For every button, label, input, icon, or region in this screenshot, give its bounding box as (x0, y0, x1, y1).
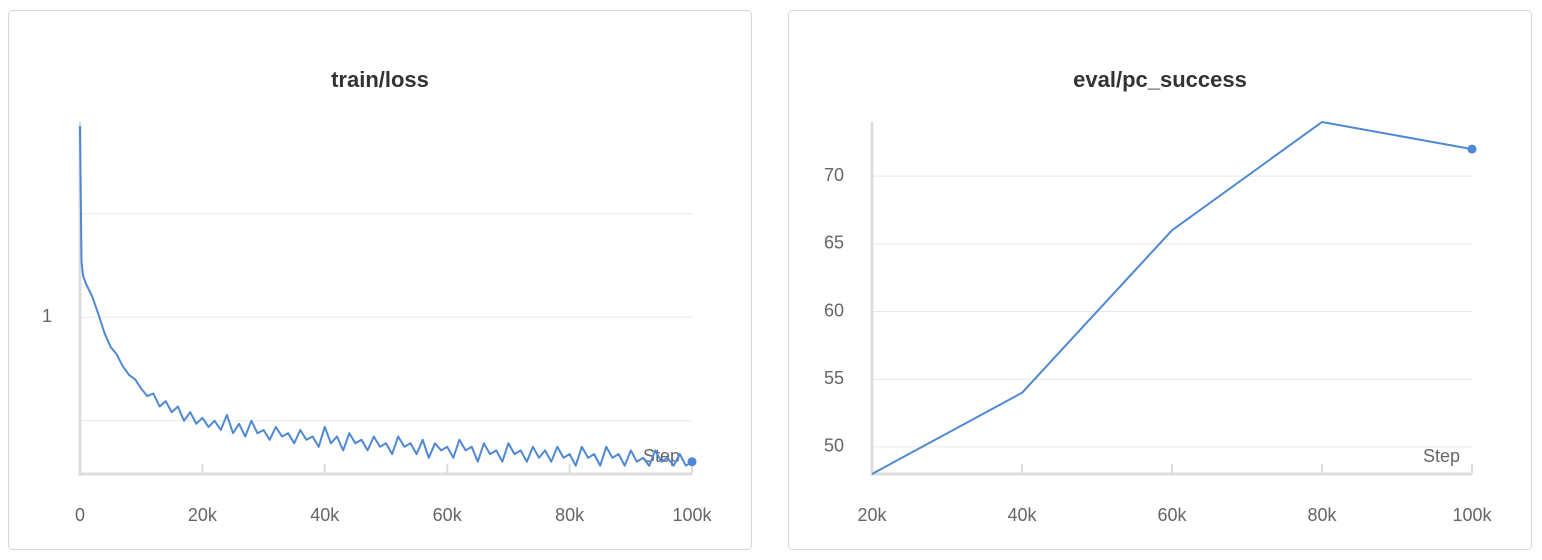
x-tick-label: 60k (1157, 505, 1187, 525)
x-tick-label: 80k (555, 505, 585, 525)
x-tick-label: 100k (1452, 505, 1492, 525)
y-tick-label: 65 (824, 233, 844, 253)
x-tick-label: 100k (672, 505, 712, 525)
x-tick-label: 20k (188, 505, 218, 525)
x-tick-label: 40k (310, 505, 340, 525)
end-point (1467, 144, 1477, 154)
chart-title: train/loss (331, 67, 429, 92)
panel (8, 10, 752, 550)
x-tick-label: 40k (1007, 505, 1037, 525)
x-tick-label: 60k (433, 505, 463, 525)
y-tick-label: 60 (824, 300, 844, 320)
x-tick-label: 20k (857, 505, 887, 525)
line-series (79, 126, 693, 467)
y-tick-label: 1 (42, 306, 52, 326)
x-axis-label: Step (1423, 446, 1460, 466)
y-tick-label: 55 (824, 368, 844, 388)
x-tick-label: 0 (75, 505, 85, 525)
panel (788, 10, 1532, 550)
chart-title: eval/pc_success (1073, 67, 1247, 92)
y-tick-label: 50 (824, 436, 844, 456)
y-tick-label: 70 (824, 165, 844, 185)
end-point (687, 457, 697, 467)
x-tick-label: 80k (1307, 505, 1337, 525)
line-series (871, 121, 1473, 475)
